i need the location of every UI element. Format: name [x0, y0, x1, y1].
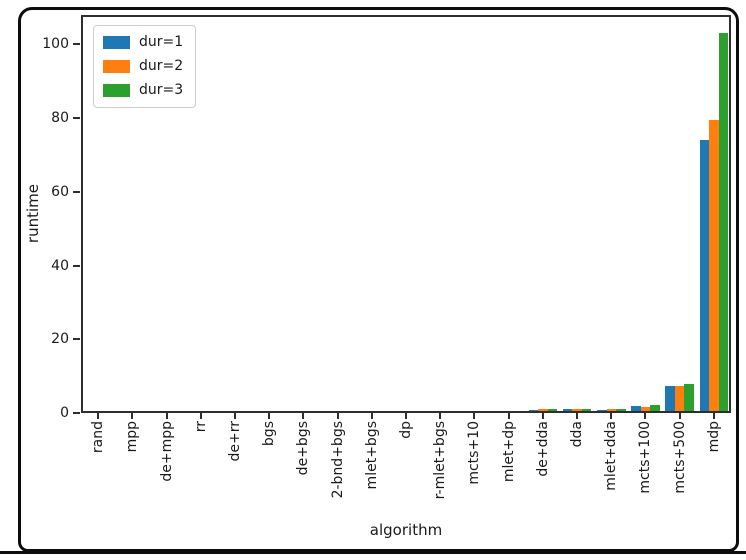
plot-area	[81, 15, 731, 413]
x-tick-label: de+mpp	[158, 421, 175, 482]
x-tick-label: mcts+100	[637, 421, 654, 494]
bar-dur=1	[699, 140, 710, 411]
bar-group-de+rr	[221, 15, 250, 411]
bar-dur=3	[581, 409, 592, 411]
x-tick-label: dda	[569, 421, 586, 448]
bar-dur=3	[650, 405, 660, 411]
legend-label: dur=1	[139, 34, 184, 50]
y-tick-mark	[73, 412, 80, 414]
bar-dur=2	[640, 406, 651, 411]
x-tick-mark	[507, 413, 510, 419]
x-tick-mark	[165, 413, 168, 419]
legend-swatch-icon	[103, 84, 130, 97]
x-tick-label: de+bgs	[295, 421, 312, 476]
x-tick-mark	[405, 413, 407, 419]
x-tick-label: rand	[90, 421, 107, 454]
x-tick-label: de+rr	[226, 421, 243, 462]
x-tick-mark	[97, 413, 100, 419]
legend-entry: dur=2	[103, 58, 183, 75]
x-tick-label: r-mlet+bgs	[432, 421, 449, 500]
bar-dur=2	[606, 409, 616, 411]
x-tick-mark	[678, 413, 681, 419]
y-tick-label: 20	[51, 331, 69, 348]
x-axis-label: algorithm	[369, 521, 443, 539]
bar-dur=2	[538, 409, 548, 411]
x-tick-mark	[131, 413, 134, 419]
bar-dur=2	[709, 119, 719, 411]
y-tick-label: 40	[51, 257, 69, 274]
y-tick-mark	[73, 264, 80, 267]
x-tick-label: mlet+dda	[603, 421, 620, 491]
legend-entry: dur=3	[103, 82, 183, 99]
bar-group-bgs	[255, 15, 284, 411]
y-tick-label: 80	[51, 110, 69, 127]
bar-group-r-mlet+bgs	[426, 15, 455, 411]
x-tick-mark	[336, 413, 339, 419]
x-tick-label: bgs	[261, 421, 278, 447]
legend-label: dur=2	[139, 58, 184, 74]
legend-entry: dur=1	[103, 34, 183, 51]
legend-swatch-icon	[103, 36, 130, 49]
bar-dur=3	[718, 33, 729, 411]
x-tick-label: mcts+10	[466, 421, 483, 485]
x-tick-mark	[644, 413, 647, 419]
bar-dur=1	[665, 385, 675, 411]
bar-group-mcts+100	[631, 15, 660, 411]
bar-dur=3	[547, 409, 558, 411]
x-tick-mark	[610, 413, 613, 419]
bar-group-mcts+10	[460, 15, 489, 411]
x-tick-label: 2-bnd+bgs	[329, 421, 346, 499]
bar-group-mcts+500	[665, 15, 694, 411]
bar-dur=3	[684, 384, 694, 411]
y-axis-label-wrap: runtime	[22, 15, 44, 413]
x-tick-label: mdp	[705, 421, 722, 453]
y-tick-label: 60	[51, 183, 69, 200]
x-tick-mark	[302, 413, 305, 419]
x-tick-label: mlet+bgs	[363, 421, 380, 490]
figure-border-bottom	[0, 551, 746, 554]
y-tick-mark	[73, 190, 80, 193]
bar-group-mlet+dp	[494, 15, 523, 411]
bar-group-dda	[562, 15, 592, 411]
y-tick-mark	[73, 338, 80, 341]
x-tick-mark	[576, 413, 579, 419]
legend-label: dur=3	[139, 82, 184, 98]
bar-group-2-bnd+bgs	[323, 15, 352, 411]
bar-group-de+bgs	[289, 15, 318, 411]
legend: dur=1 dur=2 dur=3	[93, 25, 197, 108]
bar-group-de+dda	[528, 15, 558, 411]
x-tick-mark	[541, 413, 544, 419]
x-tick-label: mlet+dp	[500, 421, 517, 483]
x-tick-mark	[712, 413, 715, 419]
x-tick-mark	[439, 413, 442, 419]
x-tick-label: rr	[192, 421, 209, 433]
x-tick-label: dp	[398, 421, 414, 439]
bar-dur=3	[616, 409, 626, 411]
x-tick-mark	[199, 413, 202, 419]
x-tick-label: de+dda	[534, 421, 551, 477]
bar-dur=1	[597, 409, 607, 411]
bar-group-mlet+bgs	[358, 15, 387, 411]
bar-group-dp	[392, 15, 421, 411]
x-tick-mark	[268, 413, 271, 419]
bar-dur=1	[562, 409, 573, 411]
bar-dur=2	[674, 385, 685, 411]
x-tick-mark	[233, 413, 236, 419]
y-tick-label: 100	[42, 36, 69, 53]
y-tick-mark	[73, 117, 80, 120]
bar-group-mdp	[699, 15, 729, 411]
bar-dur=1	[631, 406, 641, 411]
bar-group-mlet+dda	[597, 15, 626, 411]
bar-dur=1	[528, 409, 539, 411]
x-tick-label: mcts+500	[671, 421, 688, 494]
legend-swatch-icon	[103, 60, 130, 73]
x-tick-mark	[473, 413, 476, 419]
x-tick-label: mpp	[124, 421, 141, 453]
y-tick-label: 0	[60, 405, 69, 421]
x-tick-mark	[370, 413, 373, 419]
y-tick-mark	[73, 43, 80, 46]
bar-dur=2	[572, 409, 582, 411]
